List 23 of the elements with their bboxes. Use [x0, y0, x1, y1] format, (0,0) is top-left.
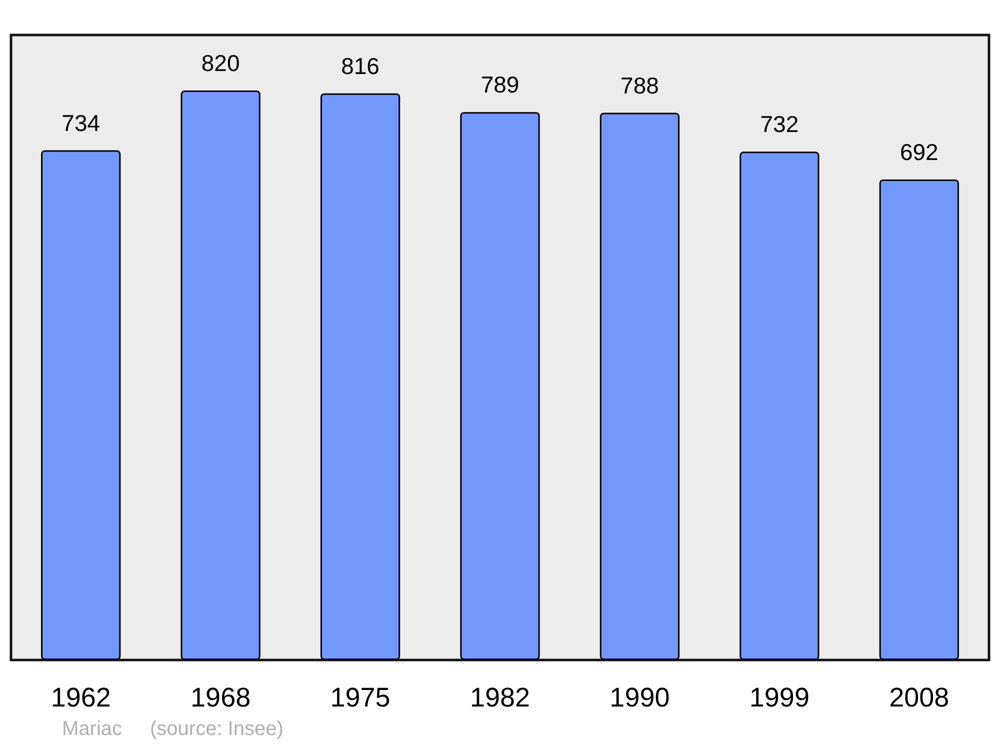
data-label: 816 [341, 52, 380, 79]
bar [180, 90, 260, 660]
text: Mariac [62, 718, 122, 740]
text: (source: Insee) [150, 718, 284, 740]
data-label: 732 [760, 111, 799, 138]
x-tick-label: 1982 [470, 682, 530, 712]
x-tick-label: 1962 [50, 682, 111, 712]
x-tick-label: 1999 [749, 682, 810, 712]
data-label: 734 [62, 110, 100, 136]
data-label: 820 [201, 50, 240, 76]
bar [41, 150, 121, 660]
x-tick-label: 1990 [610, 682, 670, 712]
data-label: 789 [480, 72, 520, 98]
bar [740, 152, 820, 660]
data-label: 692 [900, 138, 938, 165]
bar [320, 93, 400, 660]
x-tick-label: 1968 [190, 682, 251, 712]
x-tick-label: 1975 [330, 682, 390, 712]
bar [600, 112, 680, 660]
bar [460, 112, 540, 660]
bar [879, 179, 959, 660]
x-tick-label: 2008 [889, 682, 950, 712]
data-label: 788 [620, 72, 659, 98]
